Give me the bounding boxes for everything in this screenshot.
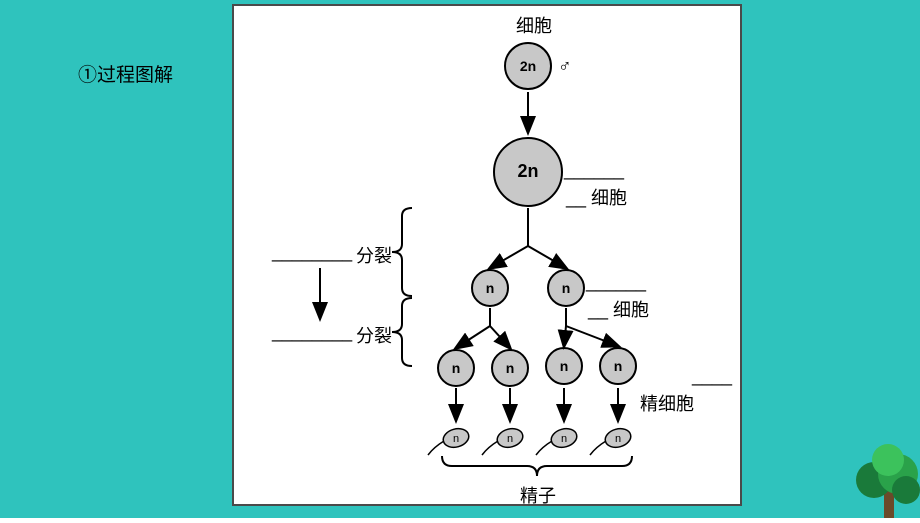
fork-left [490,246,528,268]
label-div2: 分裂 [356,322,392,348]
left-bracket [392,208,412,296]
label-m1_blank: ______ [586,272,646,293]
sperm-cell: n [590,426,633,455]
sperm-label: n [561,433,567,445]
node-m2a-label: n [452,360,461,376]
tree-leaf [892,476,920,504]
label-m1_cell: __ 细胞 [588,296,649,322]
label-top_cell: 细胞 [516,12,552,38]
sperm-cell: n [482,426,525,455]
label-sp_cell: 精细胞 [640,390,694,416]
fork-right [528,246,566,268]
bottom-bracket [442,456,632,476]
node-m2b-label: n [506,360,515,376]
node-big-label: 2n [517,161,538,181]
fork-left [564,326,566,346]
fork-right [566,326,618,346]
label-sp_blank: ____ [692,366,732,387]
node-m2c-label: n [560,358,569,374]
label-big_blank: ______ [564,160,624,181]
tree-leaf [872,444,904,476]
node-top-label: 2n [520,58,536,74]
corner-decoration [800,438,920,518]
label-div2_blank: ________ [272,322,352,343]
node-m2d-label: n [614,358,623,374]
label-sperm_lbl: 精子 [520,482,556,508]
label-male_sign: ♂ [558,56,572,77]
label-div1: 分裂 [356,242,392,268]
label-div1_blank: ________ [272,242,352,263]
sperm-label: n [615,433,621,445]
left-bracket [392,298,412,366]
diagram-svg: 2n 2n n n n n n n n n n n [0,0,920,518]
sperm-cell: n [428,426,471,455]
sperm-label: n [507,433,513,445]
fork-left [456,326,490,348]
fork-right [490,326,510,348]
node-m1a-label: n [486,280,495,296]
sperm-cell: n [536,426,579,455]
sperm-label: n [453,433,459,445]
label-big_cell: __ 细胞 [566,184,627,210]
node-m1b-label: n [562,280,571,296]
